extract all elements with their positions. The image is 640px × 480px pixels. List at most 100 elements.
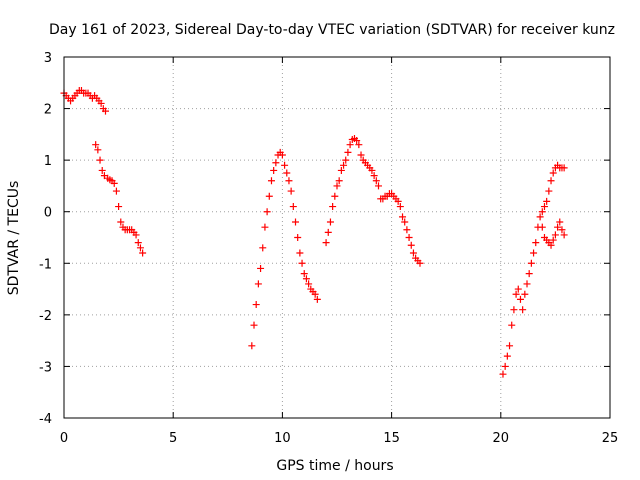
x-tick-label: 15 (383, 431, 400, 446)
data-point (139, 249, 147, 257)
data-point (394, 197, 402, 205)
data-point (396, 203, 404, 211)
data-point (329, 203, 337, 211)
data-point (357, 151, 365, 159)
data-point (521, 290, 529, 298)
data-point (300, 270, 308, 278)
data-point (278, 151, 286, 159)
y-tick-label: -3 (39, 360, 52, 375)
data-point (506, 342, 514, 350)
x-tick-label: 25 (602, 431, 619, 446)
y-tick-label: 3 (44, 51, 52, 66)
data-point (344, 148, 352, 156)
data-point (556, 218, 564, 226)
data-point (353, 137, 361, 145)
data-point (340, 161, 348, 169)
data-point (503, 352, 511, 360)
y-tick-label: -2 (39, 309, 52, 324)
data-point (289, 203, 297, 211)
data-point (512, 290, 520, 298)
data-point (248, 342, 256, 350)
data-point (516, 295, 524, 303)
data-point (560, 231, 568, 239)
data-point (136, 244, 144, 252)
data-point (97, 99, 105, 107)
x-tick-label: 5 (169, 431, 177, 446)
data-point (355, 141, 363, 149)
data-point (101, 107, 109, 115)
data-point (407, 241, 415, 249)
grid-lines (64, 57, 610, 418)
data-point (305, 280, 313, 288)
data-point (110, 179, 118, 187)
data-point (294, 234, 302, 241)
data-point (296, 249, 304, 257)
y-tick-label: -1 (39, 257, 52, 272)
data-point (257, 264, 265, 272)
data-point (115, 203, 123, 211)
data-point (134, 239, 142, 247)
chart-title: Day 161 of 2023, Sidereal Day-to-day VTE… (49, 22, 615, 38)
data-point (514, 285, 522, 293)
data-point (250, 321, 258, 329)
data-point (252, 301, 260, 309)
data-point (374, 182, 382, 190)
data-point (532, 239, 540, 247)
x-tick-label: 20 (493, 431, 510, 446)
data-point (501, 362, 509, 370)
data-point (549, 169, 557, 177)
data-point (331, 192, 339, 200)
data-point (337, 166, 345, 174)
x-tick-label: 10 (274, 431, 291, 446)
y-tick-label: 0 (44, 206, 52, 221)
data-point (333, 182, 341, 190)
data-point (267, 177, 275, 185)
data-point (551, 231, 559, 239)
data-point (285, 177, 293, 185)
data-point (370, 172, 378, 180)
data-point (311, 290, 319, 298)
data-point (523, 280, 531, 288)
data-point (536, 213, 544, 221)
data-point (543, 197, 551, 205)
data-point (346, 141, 354, 149)
data-point (342, 156, 350, 164)
x-axis-label: GPS time / hours (276, 458, 393, 474)
data-point (545, 187, 553, 195)
data-point (372, 177, 380, 185)
data-point (499, 370, 507, 378)
data-point (92, 141, 100, 149)
data-point (322, 239, 330, 247)
data-point (368, 166, 376, 174)
data-point (510, 306, 518, 314)
data-point (554, 223, 562, 231)
y-tick-label: -4 (39, 412, 52, 427)
y-tick-label: 1 (44, 154, 52, 169)
data-point (98, 166, 106, 174)
data-point (263, 208, 271, 216)
data-point (335, 177, 343, 185)
data-point (326, 218, 334, 226)
data-point (292, 218, 300, 226)
data-point (530, 249, 538, 257)
data-point (558, 226, 566, 234)
y-tick-label: 2 (44, 103, 52, 118)
axis-ticks: 0 5 10 15 20 25 -4 -3 -2 -1 0 1 2 3 (39, 51, 618, 446)
data-point (324, 228, 332, 236)
x-tick-label: 0 (60, 431, 68, 446)
data-point (560, 164, 568, 172)
data-point (281, 161, 289, 169)
data-point (538, 208, 546, 216)
data-point (270, 166, 278, 174)
data-point (525, 270, 533, 278)
data-point (409, 249, 417, 257)
plot-frame (63, 56, 611, 419)
data-point (547, 241, 555, 249)
data-point (287, 187, 295, 195)
data-point (132, 231, 140, 239)
data-point (117, 218, 125, 226)
data-point (547, 177, 555, 185)
data-point (254, 280, 262, 288)
